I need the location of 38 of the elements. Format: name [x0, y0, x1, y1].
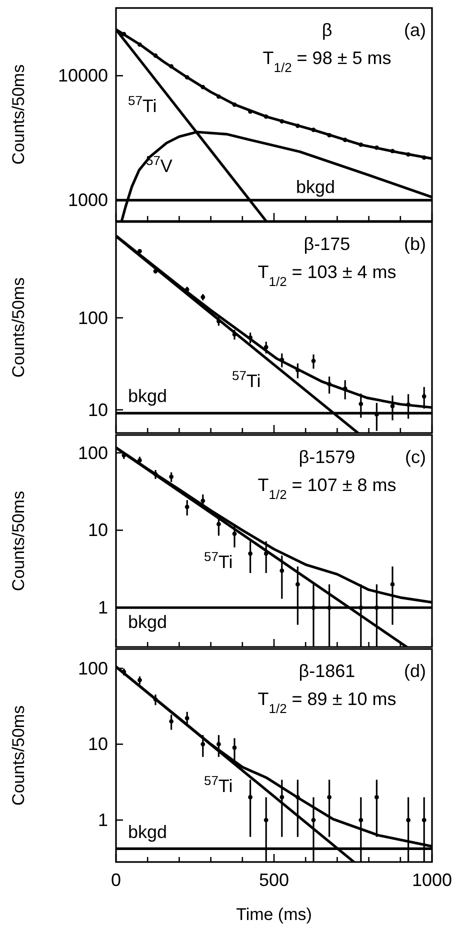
y-tick-label: 100: [78, 442, 108, 463]
y-tick-label: 10: [88, 400, 108, 420]
series-label: $^{57}$Ti: [232, 368, 261, 391]
x-tick-label: 0: [110, 870, 122, 890]
annotation: (b): [404, 234, 426, 254]
text: β: [322, 20, 332, 40]
series-label: bkgd: [128, 386, 168, 406]
annotation: (a): [404, 20, 426, 40]
y-tick-label: 100: [78, 658, 108, 678]
y-tick-label: 10: [88, 734, 108, 754]
y-tick-label: 100: [78, 308, 108, 328]
text: β-1861: [298, 661, 356, 681]
y-tick-label: 1000: [68, 190, 108, 210]
series-label: bkgd: [128, 612, 168, 632]
annotation: (d): [404, 661, 426, 681]
y-tick-label: 1: [98, 598, 108, 618]
text: T$_{1/2}$ = 89 ± 10 ms: [258, 689, 396, 716]
y-tick-label: 1: [98, 810, 108, 830]
y-tick-label: 10000: [58, 66, 108, 86]
y-axis-title: Counts/50ms: [9, 705, 28, 806]
text: β-1579: [298, 447, 356, 467]
y-tick-label: 10: [88, 520, 108, 540]
x-axis-title: Time (ms): [236, 905, 312, 924]
y-axis-title: Counts/50ms: [9, 277, 28, 378]
text: T$_{1/2}$ = 98 ± 5 ms: [262, 48, 392, 74]
text: β-175: [304, 234, 350, 254]
series-label: bkgd: [296, 177, 336, 197]
x-tick-label: 1000: [412, 870, 452, 890]
y-axis-title: Counts/50ms: [9, 64, 28, 165]
text: T$_{1/2}$ = 107 ± 8 ms: [258, 475, 396, 502]
text: T$_{1/2}$ = 103 ± 4 ms: [258, 262, 396, 288]
annotation: (c): [405, 447, 426, 467]
legend-label: $^{57}$Ti: [128, 92, 157, 116]
y-axis-title: Counts/50ms: [9, 490, 28, 592]
x-tick-label: 500: [258, 870, 290, 890]
legend-label: bkgd: [128, 822, 168, 842]
series-label: $^{57}$Ti: [204, 772, 233, 796]
series-label: $^{57}$Ti: [204, 548, 233, 572]
